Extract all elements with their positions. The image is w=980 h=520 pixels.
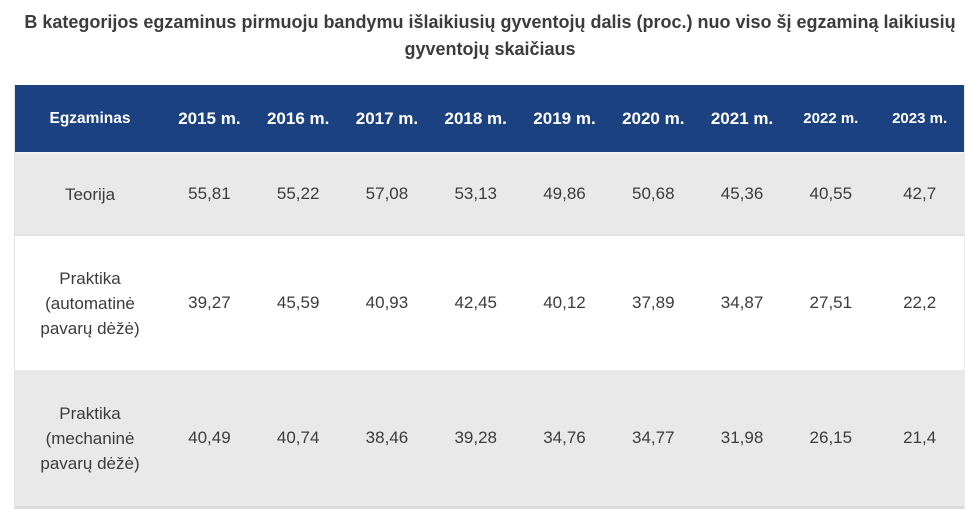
exam-pass-rate-table: Egzaminas 2015 m. 2016 m. 2017 m. 2018 m… xyxy=(14,85,965,509)
table-cell: 55,22 xyxy=(276,184,320,203)
table-cell: 26,15 xyxy=(809,428,853,447)
table-cell: 42,7 xyxy=(903,184,937,203)
table-row-praktika-automatine: Praktika (automatinė pavarų dėžė) 39,27 … xyxy=(15,236,964,370)
page-title: B kategorijos egzaminus pirmuoju bandymu… xyxy=(24,12,956,59)
column-header-2018: 2018 m. xyxy=(444,108,507,128)
table-cell: 40,49 xyxy=(188,428,231,447)
column-header-2023: 2023 m. xyxy=(892,110,948,127)
table-cell: 39,27 xyxy=(188,293,231,312)
column-header-2020: 2020 m. xyxy=(622,108,685,128)
column-header-2019: 2019 m. xyxy=(533,108,596,128)
table-cell: 27,51 xyxy=(809,293,853,312)
table-cell: 49,86 xyxy=(543,184,586,203)
table-cell: 34,77 xyxy=(631,428,675,447)
table-cell: 53,13 xyxy=(454,184,497,203)
table-cell: 50,68 xyxy=(631,184,675,203)
column-header-2016: 2016 m. xyxy=(266,108,330,128)
table-cell: 37,89 xyxy=(631,293,675,312)
column-header-egzaminas: Egzaminas xyxy=(49,109,131,127)
column-header-2022: 2022 m. xyxy=(803,110,859,127)
table-cell: 39,28 xyxy=(454,428,497,447)
table-row-praktika-mechanine: Praktika (mechaninė pavarų dėžė) 40,49 4… xyxy=(15,370,964,506)
table-cell: 57,08 xyxy=(365,184,409,203)
column-header-2017: 2017 m. xyxy=(355,108,419,128)
table-cell: 34,87 xyxy=(720,293,764,312)
table-cell: 45,59 xyxy=(276,293,320,312)
table-cell: 38,46 xyxy=(365,428,409,447)
table-cell: 42,45 xyxy=(454,293,497,312)
table-cell: 40,93 xyxy=(365,293,409,312)
table-cell: 45,36 xyxy=(720,184,764,203)
table-cell: 34,76 xyxy=(543,428,586,447)
title-wrap: B kategorijos egzaminus pirmuoju bandymu… xyxy=(0,0,980,85)
table-cell: 22,2 xyxy=(903,293,937,312)
table-cell: 40,55 xyxy=(809,184,853,203)
table-cell: 21,4 xyxy=(903,428,937,447)
row-label: Praktika (automatinė pavarų dėžė) xyxy=(40,268,140,338)
table-header-row: Egzaminas 2015 m. 2016 m. 2017 m. 2018 m… xyxy=(15,85,964,154)
table-row-teorija: Teorija 55,81 55,22 57,08 53,13 49,86 50… xyxy=(15,154,964,236)
row-label: Praktika (mechaninė pavarų dėžė) xyxy=(40,403,140,473)
table-cell: 40,12 xyxy=(543,293,586,312)
column-header-2021: 2021 m. xyxy=(710,108,774,128)
column-header-2015: 2015 m. xyxy=(178,108,241,128)
table-cell: 55,81 xyxy=(188,184,231,203)
row-label: Teorija xyxy=(64,184,116,204)
table-cell: 40,74 xyxy=(276,428,320,447)
table-cell: 31,98 xyxy=(720,428,764,447)
